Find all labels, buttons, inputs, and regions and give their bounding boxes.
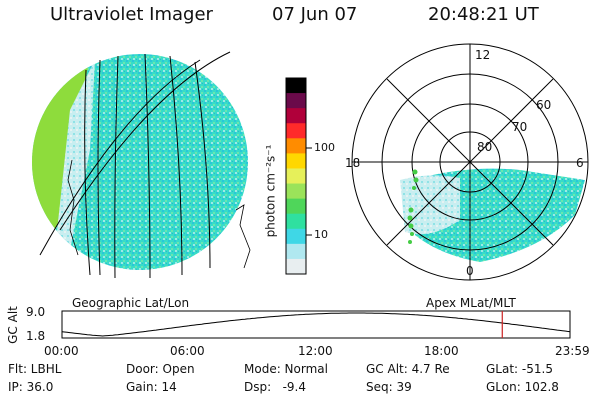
colorbar-segment [286,153,306,169]
colorbar-segment [286,93,306,109]
apex-label: Apex MLat/MLT [426,296,516,310]
timeline-xtick-0600: 06:00 [170,344,205,358]
polar-image [400,168,585,262]
colorbar-segment [286,228,306,245]
info-gain: Gain: 14 [126,380,177,394]
colorbar-tick-10: 10 [314,228,328,241]
info-mode: Mode: Normal [244,362,328,376]
colorbar-segment [286,78,306,94]
polar-mlt-18: 18 [345,156,361,170]
info-ip: IP: 36.0 [8,380,54,394]
colorbar-segment [286,258,306,275]
colorbar-segment [286,123,306,139]
polar-lat-70: 70 [512,120,528,134]
timeline-axis-title: GC Alt [5,306,20,344]
geographic-grid [39,51,251,279]
colorbar-segment [286,213,306,230]
polar-lat-80: 80 [477,140,493,154]
geographic-image [32,54,248,270]
colorbar-segment [286,183,306,200]
polar-green-dots [407,169,419,244]
colorbar-tick-100: 100 [314,141,335,154]
info-gc-alt: GC Alt: 4.7 Re [366,362,450,376]
polar-mlt-12: 12 [475,48,491,62]
colorbar-segment [286,138,306,154]
info-seq: Seq: 39 [366,380,412,394]
polar-mlt-0: 0 [466,264,474,278]
colorbar-segment [286,198,306,215]
timeline-ytick-top: 9.0 [26,305,46,319]
timeline-xtick-1200: 12:00 [298,344,333,358]
polar-grid [351,43,589,281]
colorbar-frame [285,77,307,275]
colorbar [286,78,306,275]
observation-time: 20:48:21 UT [428,4,539,25]
info-glat: GLat: -51.5 [486,362,553,376]
info-glon: GLon: 102.8 [486,380,559,394]
timeline-xtick-2359: 23:59 [555,344,590,358]
timeline-plot [61,310,571,339]
timeline-ytick-bottom: 1.8 [26,329,46,343]
colorbar-segment [286,243,306,260]
timeline-xtick-0000: 00:00 [44,344,79,358]
polar-lat-60: 60 [536,98,552,112]
colorbar-units: photon cm⁻²s⁻¹ [263,144,278,238]
polar-mlt-6: 6 [576,156,584,170]
observation-date: 07 Jun 07 [272,4,358,25]
timeline-xtick-1800: 18:00 [424,344,459,358]
image-title: Ultraviolet Imager [50,4,213,25]
info-dsp: Dsp: -9.4 [244,380,307,394]
colorbar-segment [286,108,306,124]
colorbar-segment [286,168,306,185]
geographic-label: Geographic Lat/Lon [72,296,190,310]
info-filter: Flt: LBHL [8,362,62,376]
info-door: Door: Open [126,362,195,376]
